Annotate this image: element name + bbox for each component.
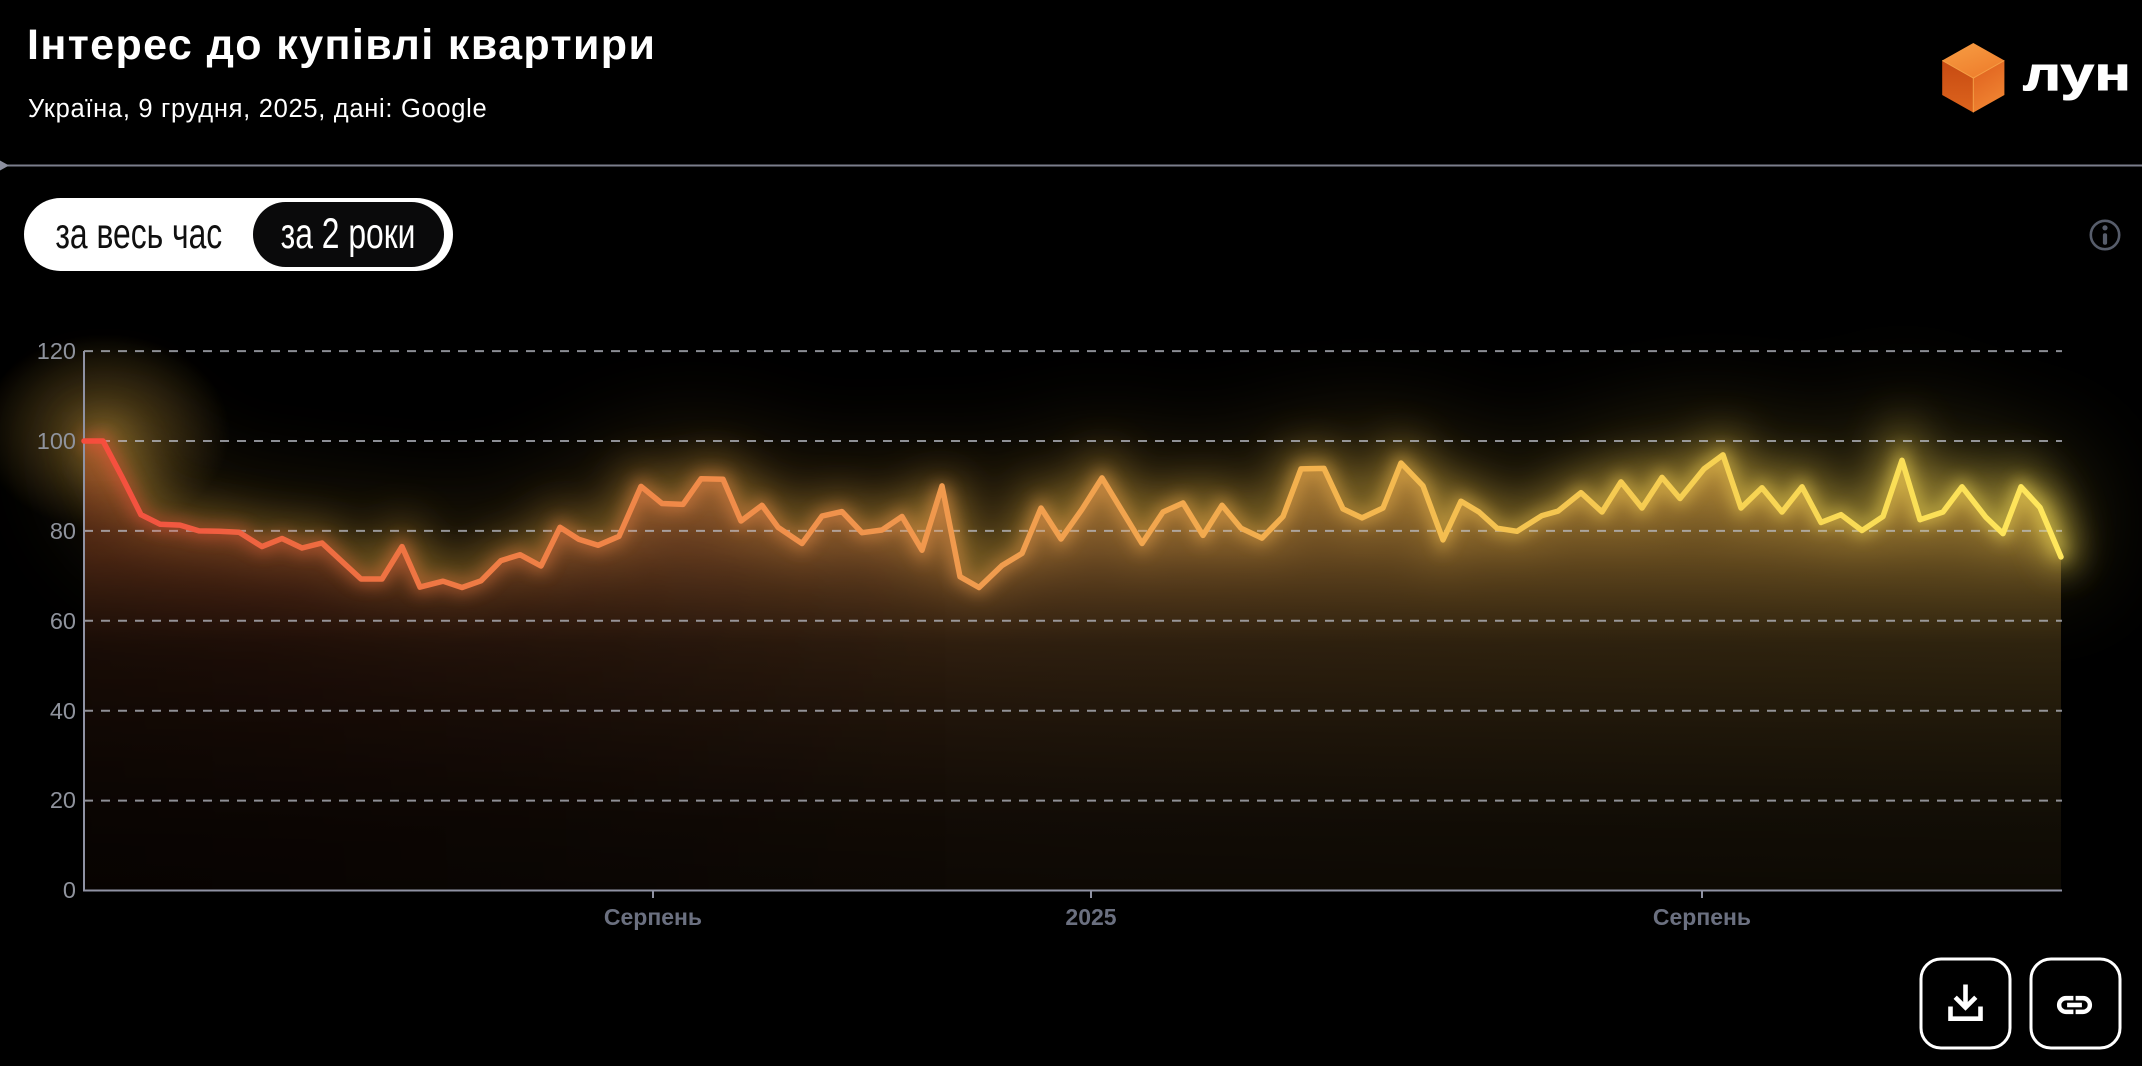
svg-text:Серпень: Серпень	[1653, 904, 1751, 930]
svg-text:0: 0	[63, 877, 76, 903]
svg-text:40: 40	[50, 698, 76, 724]
svg-text:80: 80	[50, 518, 76, 544]
svg-text:60: 60	[50, 608, 76, 634]
svg-text:2025: 2025	[1065, 904, 1116, 930]
svg-text:100: 100	[37, 428, 76, 454]
svg-text:20: 20	[50, 787, 76, 813]
svg-text:Серпень: Серпень	[604, 904, 702, 930]
svg-text:120: 120	[37, 338, 76, 364]
